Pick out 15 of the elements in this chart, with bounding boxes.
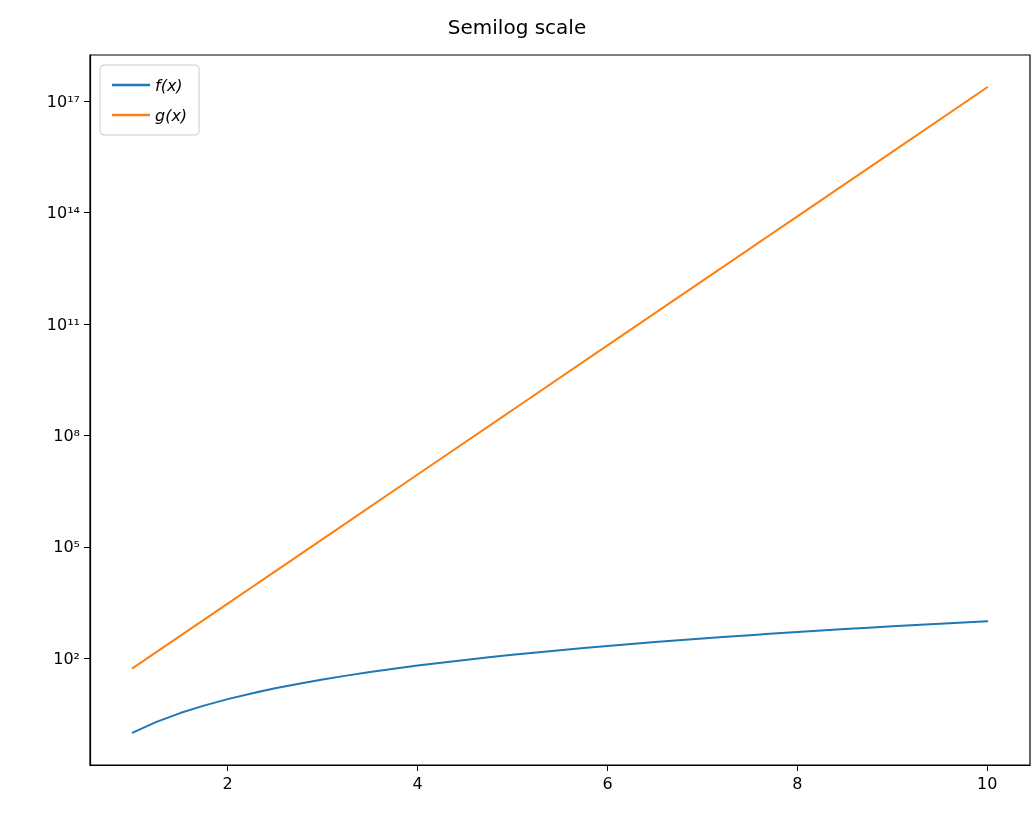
x-tick-label: 8	[792, 773, 803, 793]
chart-title: Semilog scale	[447, 15, 587, 39]
y-tick-label: 10²	[53, 648, 80, 668]
y-tick-label: 10⁵	[53, 537, 80, 557]
legend-label: g(x)	[155, 105, 188, 125]
line-series	[131, 620, 989, 734]
y-tick-label: 10¹¹	[46, 314, 80, 334]
x-tick-label: 2	[222, 773, 233, 793]
y-tick-label: 10¹⁴	[46, 203, 80, 223]
y-tick-label: 10¹⁷	[46, 91, 80, 111]
y-tick-label: 10⁸	[53, 425, 80, 445]
x-tick-label: 10	[977, 773, 998, 793]
x-tick-label: 6	[602, 773, 613, 793]
legend-label: f(x)	[155, 75, 183, 95]
x-tick-label: 4	[412, 773, 423, 793]
